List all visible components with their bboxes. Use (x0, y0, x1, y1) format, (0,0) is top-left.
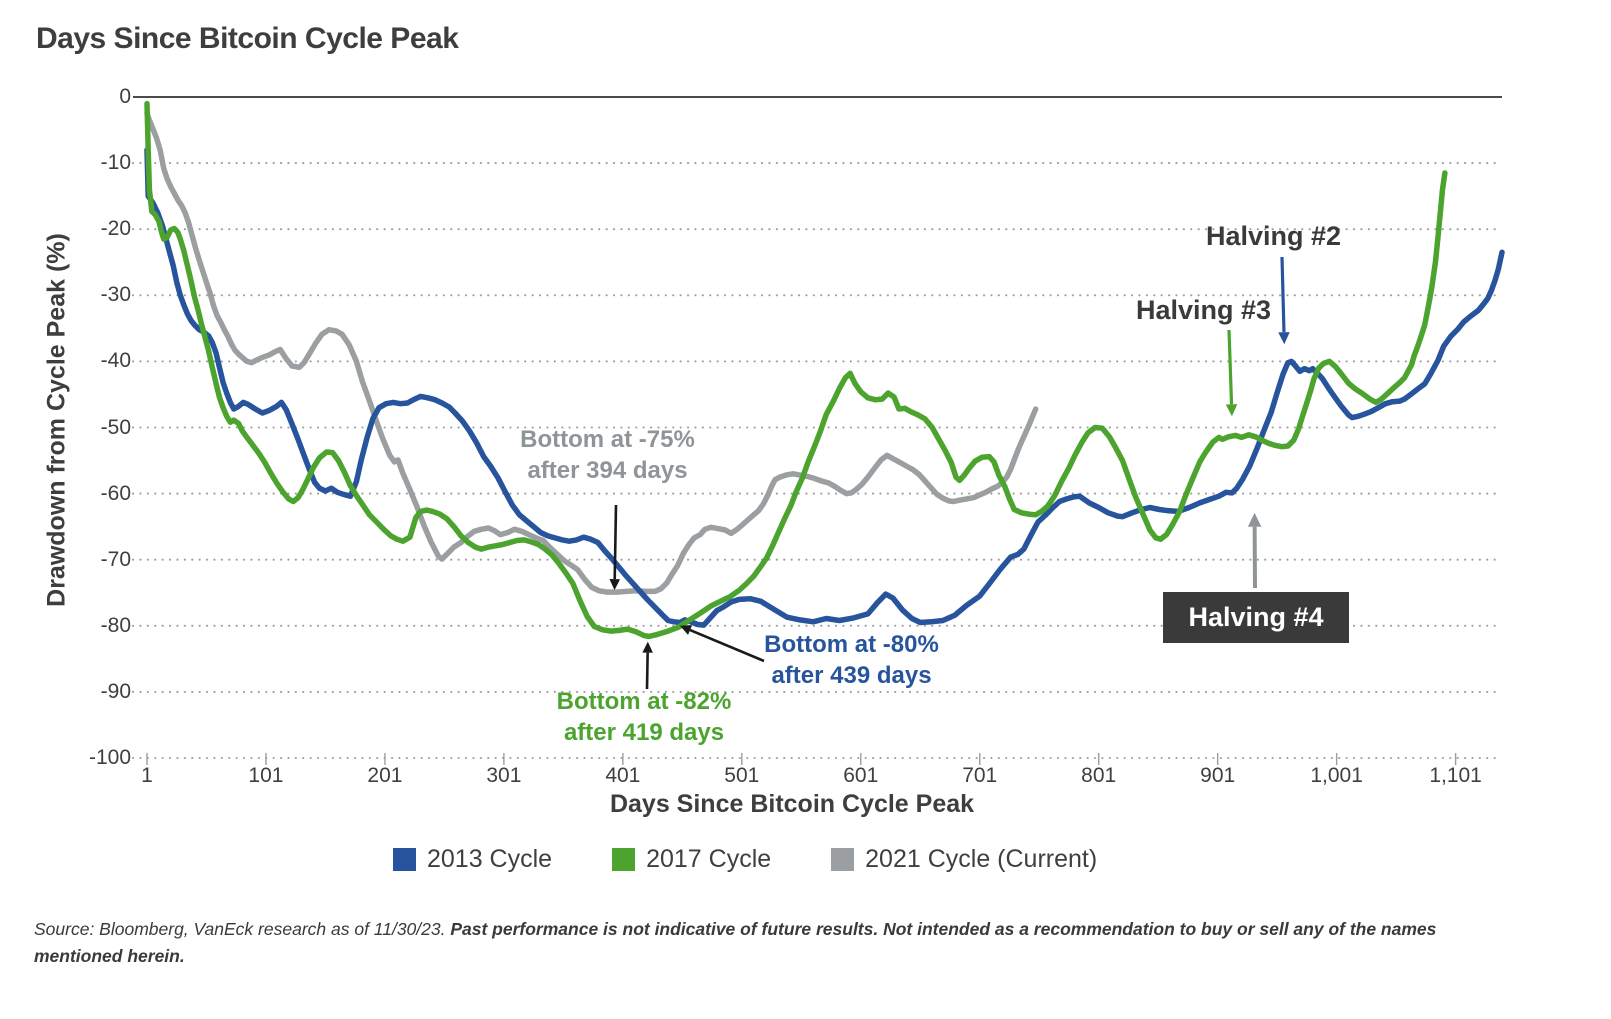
annotation-line: Bottom at -75% (520, 426, 695, 453)
x-tick-label: 401 (605, 764, 641, 787)
x-tick-label: 1 (141, 764, 153, 787)
x-tick-label: 1,101 (1429, 764, 1482, 787)
x-tick-label: 201 (367, 764, 403, 787)
legend-swatch-blue (393, 848, 416, 871)
annotation-arrow-halving-3 (1227, 329, 1234, 405)
x-tick-label: 1,001 (1310, 764, 1363, 787)
y-tick-label: -30 (100, 283, 131, 307)
y-tick-label: 0 (119, 85, 131, 108)
annotation-arrow-halving-2 (1280, 256, 1286, 333)
y-tick-label: -70 (100, 547, 131, 571)
legend-item-2021-cycle: 2021 Cycle (Current) (831, 845, 1097, 874)
chart-legend: 2013 Cycle 2017 Cycle 2021 Cycle (Curren… (393, 845, 1097, 874)
series-line-2017-cycle (144, 100, 1448, 640)
source-text: Source: Bloomberg, VanEck research as of… (34, 919, 451, 939)
annotation-arrow-bottom-2013 (689, 628, 765, 663)
annotation-arrow-bottom-2017 (645, 652, 649, 690)
legend-item-2013-cycle: 2013 Cycle (393, 845, 552, 874)
annotation-halving-3: Halving #3 (1136, 295, 1272, 325)
annotation-line: Bottom at -82% (556, 688, 732, 715)
y-tick-label: -40 (100, 349, 131, 373)
annotation-2013-bottom: Bottom at -80% after 439 days (744, 629, 959, 691)
y-tick-label: -50 (100, 415, 131, 439)
x-tick-label: 501 (724, 764, 760, 787)
x-tick-label: 601 (843, 764, 879, 787)
annotation-2017-bottom: Bottom at -82% after 419 days (533, 686, 755, 748)
x-axis-title: Days Since Bitcoin Cycle Peak (609, 790, 975, 818)
page-title: Days Since Bitcoin Cycle Peak (36, 22, 459, 55)
legend-swatch-green (612, 848, 636, 871)
x-tick-label: 901 (1200, 764, 1236, 787)
annotation-arrow-bottom-2021 (613, 504, 618, 580)
x-tick-label: 301 (486, 764, 522, 787)
source-disclaimer: Source: Bloomberg, VanEck research as of… (34, 916, 1444, 970)
legend-label: 2021 Cycle (Current) (865, 845, 1098, 873)
x-tick-label: 801 (1081, 764, 1117, 787)
y-tick-label: -90 (100, 679, 131, 703)
annotation-arrowhead-bottom-2017 (642, 641, 653, 653)
annotation-halving-4-box: Halving #4 (1163, 592, 1349, 643)
annotation-line: after 439 days (771, 662, 932, 689)
legend-swatch-gray (831, 848, 855, 871)
x-tick-label: 701 (962, 764, 998, 787)
annotation-arrowhead-halving-4 (1247, 512, 1262, 527)
annotation-line: after 394 days (527, 457, 688, 484)
x-tick-label: 101 (248, 764, 284, 787)
y-tick-label: -60 (100, 481, 131, 505)
annotation-2021-bottom: Bottom at -75% after 394 days (505, 424, 710, 486)
annotation-arrowhead-halving-3 (1225, 404, 1238, 417)
annotation-arrowhead-bottom-2021 (609, 579, 620, 591)
y-tick-label: -100 (88, 746, 131, 769)
y-tick-label: -20 (100, 217, 131, 241)
annotation-arrowhead-halving-2 (1278, 332, 1290, 345)
disclaimer-text: Past performance is not indicative of fu… (34, 919, 1437, 966)
y-tick-label: -80 (100, 613, 131, 637)
y-tick-label: -10 (100, 151, 131, 175)
annotation-line: Bottom at -80% (764, 631, 939, 658)
legend-item-2017-cycle: 2017 Cycle (612, 845, 771, 874)
annotation-halving-2: Halving #2 (1206, 221, 1342, 251)
annotation-arrowhead-bottom-2013 (679, 625, 693, 635)
legend-label: 2013 Cycle (427, 845, 553, 873)
annotation-line: after 419 days (563, 719, 725, 746)
series-line-2013-cycle (144, 147, 1505, 628)
legend-label: 2017 Cycle (646, 845, 772, 873)
series-line-2021-cycle-current- (144, 110, 1039, 595)
